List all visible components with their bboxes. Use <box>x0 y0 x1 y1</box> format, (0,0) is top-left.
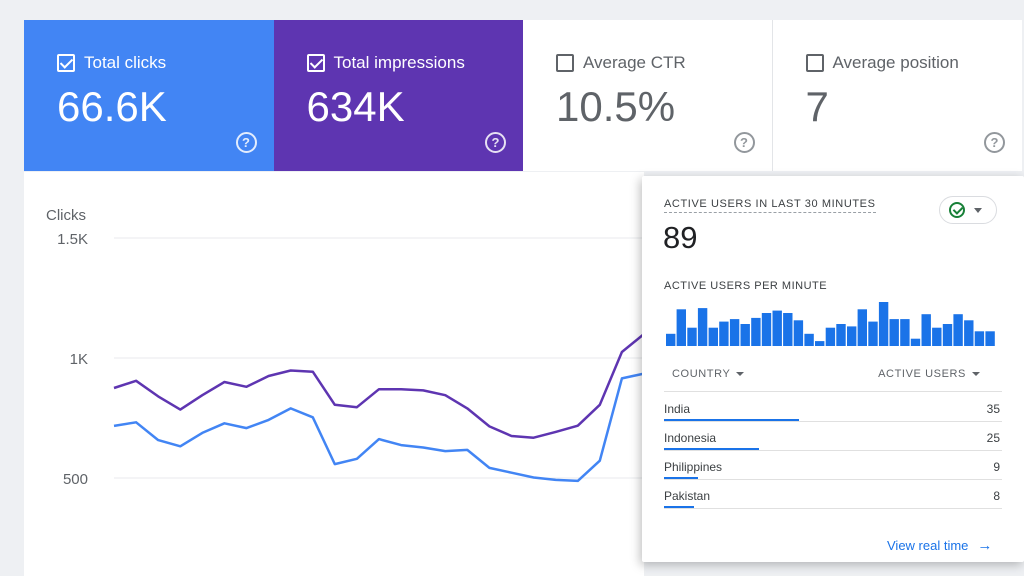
minute-bar <box>857 309 867 346</box>
country-column-header[interactable]: COUNTRY <box>672 368 745 380</box>
country-table-header: COUNTRY ACTIVE USERS <box>664 366 1002 392</box>
chart-canvas: 1.5K 1K 500 Clicks <box>46 207 644 488</box>
share-bar <box>664 477 698 479</box>
active-users-count: 89 <box>663 220 698 255</box>
minute-bar <box>666 333 676 346</box>
minute-bar <box>974 331 985 346</box>
checkbox-average-ctr[interactable] <box>556 54 574 72</box>
minute-bar <box>687 327 697 346</box>
help-icon[interactable]: ? <box>733 132 755 153</box>
metric-label: Total impressions <box>333 53 465 72</box>
checkbox-total-clicks[interactable] <box>57 54 75 72</box>
per-minute-bar-chart <box>666 302 995 346</box>
minute-bar <box>719 321 729 346</box>
country-users: 35 <box>986 402 1000 416</box>
caret-down-icon <box>736 372 745 377</box>
caret-down-icon <box>974 207 982 213</box>
metric-label: Average position <box>832 53 959 72</box>
minute-bar <box>772 310 782 346</box>
metric-label: Total clicks <box>84 53 167 72</box>
country-header-label: COUNTRY <box>672 368 731 380</box>
minute-bar <box>910 338 921 346</box>
country-users: 25 <box>986 431 1000 445</box>
y-tick-label: 1.5K <box>57 231 88 248</box>
metric-cards: Total clicks 66.6K ? Total impressions 6… <box>24 20 1022 171</box>
minute-bar <box>868 321 878 346</box>
impressions-line <box>113 333 644 439</box>
status-dropdown[interactable] <box>939 196 997 224</box>
country-name: Indonesia <box>664 431 717 445</box>
minute-bar <box>964 320 974 346</box>
country-name: India <box>664 402 691 416</box>
performance-chart: 1.5K 1K 500 Clicks <box>24 172 644 576</box>
share-bar <box>664 419 800 421</box>
help-icon[interactable]: ? <box>984 132 1005 153</box>
minute-bar <box>847 326 857 346</box>
table-row: India 35 <box>664 393 1002 422</box>
active-users-column-header[interactable]: ACTIVE USERS <box>878 368 980 380</box>
minute-bar <box>804 333 814 346</box>
metric-label: Average CTR <box>583 53 686 72</box>
realtime-panel: ACTIVE USERS IN LAST 30 MINUTES 89 ACTIV… <box>642 176 1024 562</box>
minute-bar <box>751 317 761 346</box>
country-users: 9 <box>993 460 1000 474</box>
minute-bar <box>985 331 995 346</box>
view-realtime-label: View real time <box>887 538 969 553</box>
view-realtime-link[interactable]: View real time → <box>887 537 992 554</box>
country-name: Philippines <box>664 460 723 474</box>
minute-bar <box>836 324 846 346</box>
help-icon[interactable]: ? <box>485 132 506 153</box>
y-tick-label: 500 <box>63 471 88 488</box>
metric-card-average-ctr[interactable]: Average CTR 10.5% ? <box>523 20 773 171</box>
minute-bar <box>825 327 836 346</box>
metric-card-total-impressions[interactable]: Total impressions 634K ? <box>273 20 523 171</box>
check-circle-icon <box>949 202 965 218</box>
share-bar <box>664 448 759 450</box>
table-row: Indonesia 25 <box>664 422 1002 451</box>
caret-down-icon <box>972 372 980 377</box>
help-icon[interactable]: ? <box>235 132 257 153</box>
active-users-header-label: ACTIVE USERS <box>878 368 966 380</box>
minute-bar <box>942 324 953 346</box>
minute-bar <box>878 302 889 346</box>
metric-value: 634K <box>306 83 405 130</box>
share-bar <box>664 506 695 508</box>
minute-bar <box>697 308 708 346</box>
table-row: Pakistan 8 <box>664 480 1002 509</box>
minute-bar <box>889 319 899 346</box>
country-users: 8 <box>993 489 1000 503</box>
minute-bar <box>900 319 910 346</box>
checkbox-average-position[interactable] <box>805 54 824 72</box>
minute-bar <box>729 319 740 346</box>
country-name: Pakistan <box>664 489 711 503</box>
metric-card-average-position[interactable]: Average position 7 ? <box>772 20 1022 171</box>
y-tick-label: 1K <box>70 351 88 368</box>
checkbox-total-impressions[interactable] <box>306 54 325 72</box>
clicks-line <box>113 372 644 483</box>
minute-bar <box>708 327 718 346</box>
minute-bar <box>953 314 963 346</box>
y-axis-title: Clicks <box>46 207 86 224</box>
minute-bar <box>740 324 750 346</box>
metric-card-total-clicks[interactable]: Total clicks 66.6K ? <box>24 20 274 171</box>
minute-bar <box>921 314 931 346</box>
table-row: Philippines 9 <box>664 451 1002 480</box>
realtime-title[interactable]: ACTIVE USERS IN LAST 30 MINUTES <box>664 198 876 213</box>
metric-value: 7 <box>805 83 829 130</box>
minute-bar <box>793 320 804 346</box>
arrow-right-icon: → <box>977 537 993 554</box>
minute-bar <box>676 309 686 346</box>
minute-bar <box>761 313 772 346</box>
metric-value: 10.5% <box>556 83 676 130</box>
minute-bar <box>815 341 825 346</box>
per-minute-title: ACTIVE USERS PER MINUTE <box>664 280 828 292</box>
metric-value: 66.6K <box>57 83 167 130</box>
minute-bar <box>783 313 793 346</box>
minute-bar <box>932 327 942 346</box>
